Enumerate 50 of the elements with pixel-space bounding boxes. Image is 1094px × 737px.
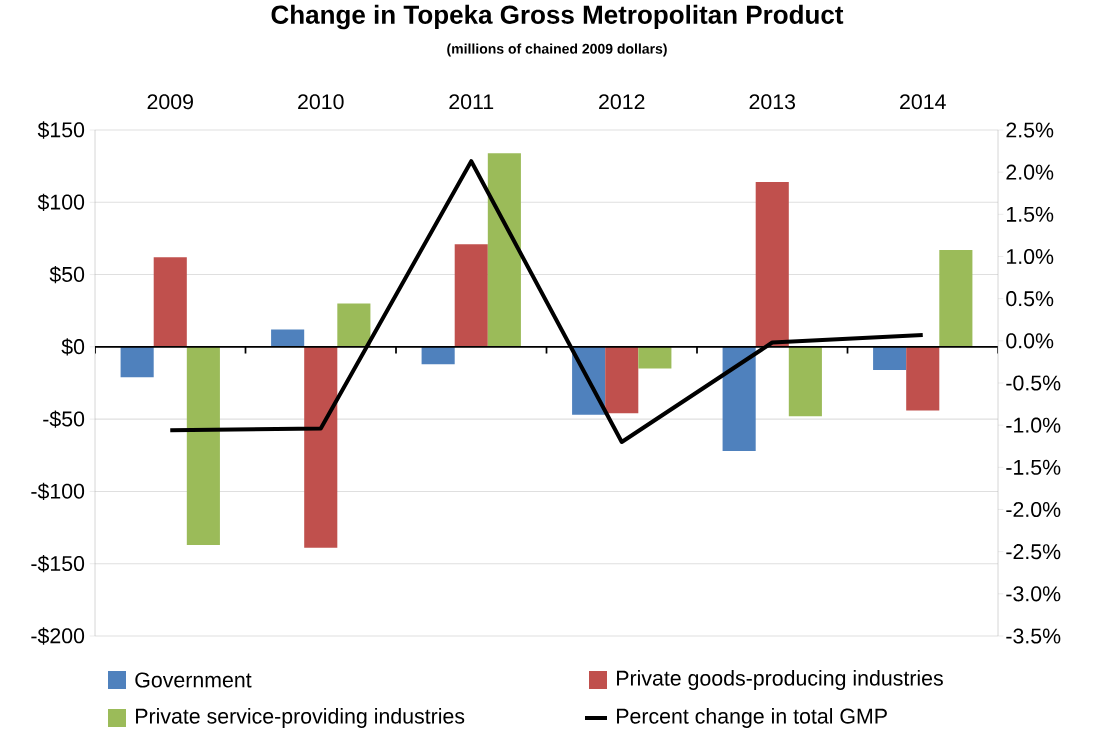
bar xyxy=(304,346,338,548)
y2-tick-label: 2.5% xyxy=(1006,122,1054,138)
bar xyxy=(153,257,187,347)
y-tick-label: -$200 xyxy=(31,627,85,645)
bar xyxy=(638,346,672,369)
y2-tick-label: 2.0% xyxy=(1006,164,1054,180)
legend-label: Percent change in total GMP xyxy=(617,708,887,728)
y2-tick-label: 0.0% xyxy=(1006,333,1054,349)
y2-tick-label: -2.0% xyxy=(1006,501,1061,518)
bar xyxy=(186,346,220,545)
y-tick-label: $150 xyxy=(37,121,85,139)
y2-tick-label: 1.5% xyxy=(1007,206,1054,222)
x-tick-label: 2014 xyxy=(900,94,946,110)
chart-title: Change in Topeka Gross Metropolitan Product xyxy=(271,4,844,30)
bar xyxy=(454,244,488,347)
y-tick-label: -$150 xyxy=(31,555,85,573)
bar xyxy=(906,346,940,411)
y2-tick-label: 0.5% xyxy=(1006,291,1054,307)
y-tick-label: $100 xyxy=(37,193,85,211)
x-tick-label: 2011 xyxy=(449,94,494,110)
x-tick-label: 2009 xyxy=(147,94,193,110)
y-tick-label: -$50 xyxy=(43,410,85,428)
y2-tick-label: -1.5% xyxy=(1006,459,1061,475)
bar xyxy=(337,303,371,347)
legend-label: Private service-providing industries xyxy=(136,708,465,728)
y-tick-label: $0 xyxy=(61,338,85,356)
bar xyxy=(939,249,973,347)
y-tick-label: -$100 xyxy=(31,482,85,501)
y2-tick-label: -1.0% xyxy=(1006,417,1061,433)
bar xyxy=(722,346,756,451)
x-tick-label: 2010 xyxy=(298,94,344,110)
y2-tick-label: -2.5% xyxy=(1006,544,1061,560)
y-tick-label: $50 xyxy=(49,265,85,284)
bar xyxy=(605,346,639,414)
bar xyxy=(120,346,154,378)
bar xyxy=(755,182,789,347)
x-tick-label: 2013 xyxy=(749,94,796,110)
y2-tick-label: -0.5% xyxy=(1006,375,1061,391)
legend-label: Government xyxy=(135,672,252,688)
chart-subtitle: (millions of chained 2009 dollars) xyxy=(447,43,667,57)
bar xyxy=(788,346,822,417)
bar xyxy=(421,346,455,365)
bar xyxy=(271,329,305,347)
y2-tick-label: -3.5% xyxy=(1006,628,1061,644)
y2-tick-label: -3.0% xyxy=(1006,586,1061,602)
legend-label: Private goods-producing industries xyxy=(617,670,943,690)
x-tick-label: 2012 xyxy=(599,94,645,110)
bar xyxy=(487,153,521,347)
bar xyxy=(873,346,907,370)
y2-tick-label: 1.0% xyxy=(1007,248,1054,265)
